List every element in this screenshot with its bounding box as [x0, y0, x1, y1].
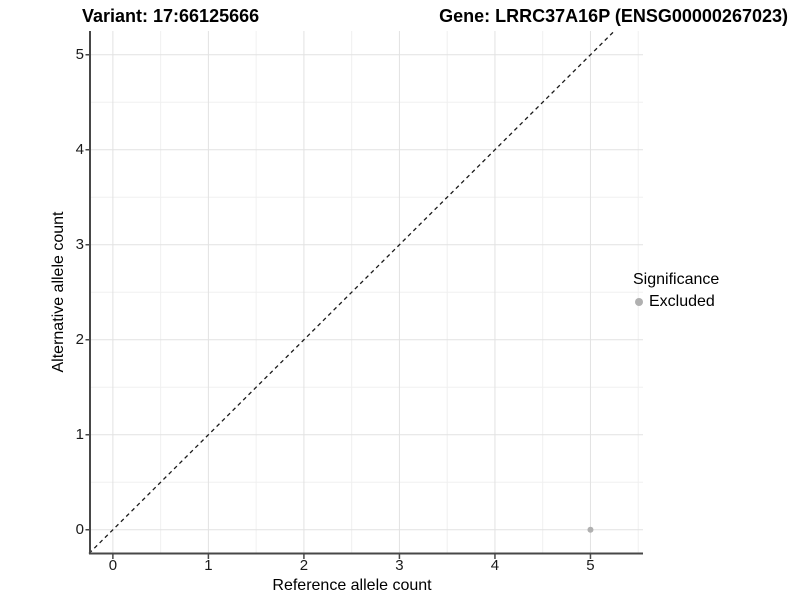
y-tick-label: 2	[75, 330, 84, 348]
x-tick-label: 3	[395, 557, 404, 574]
x-tick-label: 4	[490, 557, 500, 574]
x-axis-title: Reference allele count	[272, 577, 432, 594]
x-tick-label: 0	[108, 557, 118, 574]
y-tick-label: 4	[75, 140, 84, 158]
legend-item-label: Excluded	[649, 293, 715, 310]
plot-title-variant: Variant: 17:66125666	[82, 6, 260, 26]
legend-items: Excluded	[633, 293, 719, 311]
y-axis-title: Alternative allele count	[50, 211, 67, 373]
x-tick-label: 5	[586, 557, 595, 574]
legend: Significance Excluded	[633, 271, 719, 311]
x-tick-label: 1	[204, 557, 213, 574]
legend-dot-icon	[635, 298, 643, 306]
legend-title: Significance	[633, 271, 720, 288]
y-tick-label: 3	[75, 235, 84, 253]
y-tick-label: 1	[75, 425, 84, 443]
x-tick-label: 2	[299, 557, 309, 574]
y-tick-label: 0	[75, 520, 84, 538]
legend-item: Excluded	[633, 293, 719, 311]
y-tick-label: 5	[75, 45, 84, 63]
data-point	[587, 526, 594, 533]
plot-title-gene: Gene: LRRC37A16P (ENSG00000267023)	[439, 6, 788, 26]
identity-dashed-line	[88, 30, 615, 554]
